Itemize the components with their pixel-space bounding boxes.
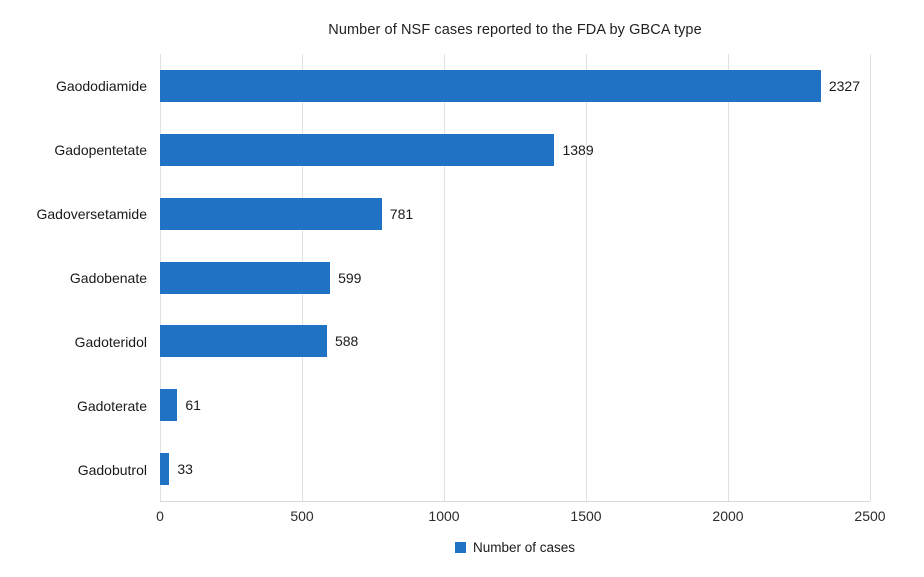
bar-row: 1389	[160, 118, 870, 182]
value-label: 781	[389, 205, 414, 222]
bar-row: 33	[160, 437, 870, 501]
category-label: Gadobutrol	[77, 462, 147, 478]
category-label: Gaododiamide	[55, 78, 147, 94]
x-tick-label: 500	[290, 508, 314, 524]
gridline	[444, 54, 445, 501]
category-label: Gadopentetate	[54, 142, 147, 158]
bar-row: 61	[160, 373, 870, 437]
x-axis: 0 500 1000 1500 2000 2500	[156, 508, 885, 530]
legend-swatch-icon	[454, 542, 466, 553]
category-label: Gadobenate	[69, 270, 147, 286]
bar	[160, 69, 821, 102]
legend-label: Number of cases	[472, 540, 576, 555]
category-label: Gadoterate	[76, 398, 147, 414]
gridline	[728, 54, 729, 501]
x-tick-label: 1000	[428, 508, 460, 524]
bar-row: 2327	[160, 54, 870, 118]
x-tick-label: 0	[156, 508, 164, 524]
x-tick-label: 2500	[854, 508, 886, 524]
bar	[160, 197, 382, 230]
bar-row: 588	[160, 309, 870, 373]
gridline	[870, 54, 871, 501]
plot-area: 2327 1389 781 599 588 61 33	[160, 54, 871, 502]
value-label: 599	[338, 269, 362, 286]
x-tick-label: 1500	[570, 508, 602, 524]
legend: Number of cases	[160, 540, 870, 555]
bar	[160, 389, 178, 422]
bars-container: 2327 1389 781 599 588 61 33	[160, 54, 870, 501]
value-label: 33	[177, 461, 193, 478]
value-label: 61	[185, 397, 201, 414]
bar-row: 781	[160, 182, 870, 246]
bar	[160, 261, 331, 294]
bar-row: 599	[160, 246, 870, 310]
value-label: 2327	[828, 77, 861, 94]
value-label: 588	[334, 333, 359, 350]
bar	[160, 453, 170, 486]
bar	[160, 325, 327, 358]
category-label: Gadoversetamide	[36, 206, 147, 222]
chart-body: Gaododiamide Gadopentetate Gadoversetamide…	[0, 54, 924, 502]
chart-title: Number of NSF cases reported to the FDA …	[328, 22, 702, 38]
y-axis-labels: Gaododiamide Gadopentetate Gadoversetamide…	[0, 54, 160, 502]
bar	[160, 133, 555, 166]
value-label: 1389	[562, 141, 594, 158]
category-label: Gadoteridol	[74, 334, 147, 350]
x-tick-label: 2000	[712, 508, 744, 524]
gridline	[586, 54, 587, 501]
